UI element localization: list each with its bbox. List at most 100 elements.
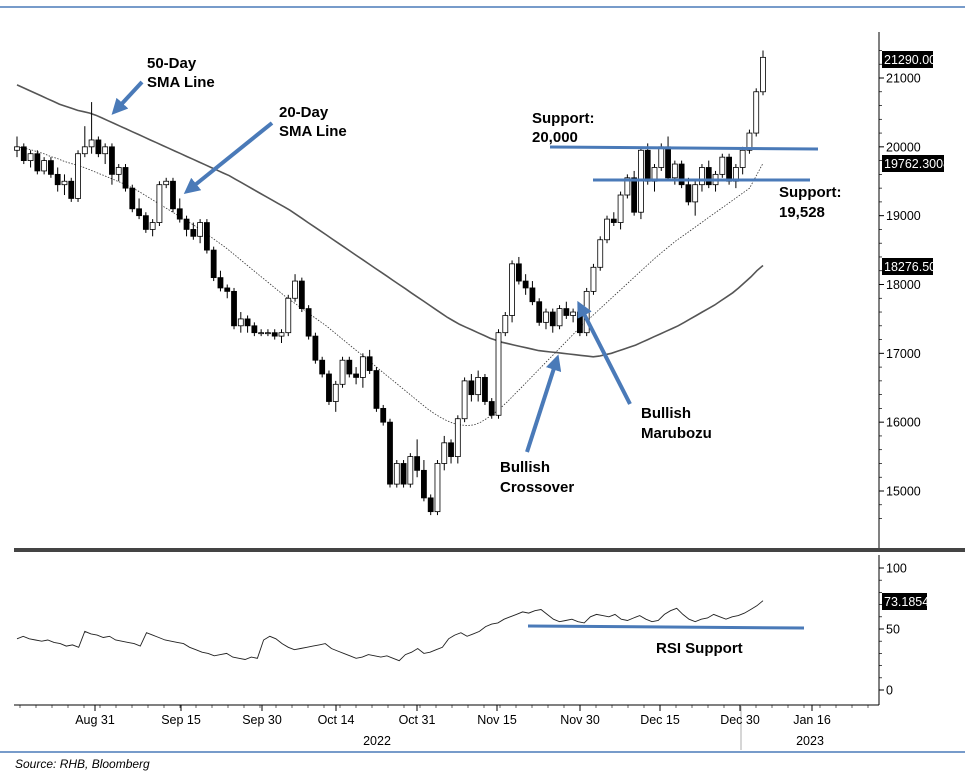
rsi-value-tag: 73.1854 bbox=[882, 593, 929, 610]
candle bbox=[197, 219, 204, 244]
candle bbox=[14, 136, 20, 158]
price-tick-label: 15000 bbox=[886, 485, 921, 499]
candle-body-up bbox=[149, 222, 156, 230]
x-tick-label: Dec 30 bbox=[720, 713, 760, 727]
candle-body-up bbox=[278, 332, 285, 337]
candle bbox=[366, 349, 373, 374]
rsi-ticks: 0 50 100 bbox=[879, 562, 907, 698]
candle bbox=[638, 146, 644, 220]
candle bbox=[732, 164, 739, 189]
candle-body-down bbox=[251, 325, 258, 334]
candle bbox=[570, 308, 577, 323]
candle-body-down bbox=[414, 456, 421, 471]
candle bbox=[332, 380, 339, 412]
support-top-label-line2: 20,000 bbox=[532, 129, 578, 146]
candle bbox=[495, 329, 502, 419]
candle-body-up bbox=[461, 380, 468, 420]
candle-body-down bbox=[319, 359, 326, 375]
candle-body-down bbox=[421, 469, 427, 499]
candle-body-up bbox=[407, 456, 414, 485]
candle bbox=[278, 329, 285, 344]
price-tick-label: 16000 bbox=[886, 416, 921, 430]
price-tick-label: 19000 bbox=[886, 209, 921, 223]
candle-body-up bbox=[502, 315, 509, 334]
sma50-line bbox=[16, 84, 764, 358]
candle bbox=[339, 356, 346, 388]
candle bbox=[515, 256, 522, 285]
candle bbox=[651, 164, 658, 192]
sma20-label-line2: SMA Line bbox=[279, 123, 347, 140]
candle bbox=[210, 246, 217, 282]
candle-body-down bbox=[529, 287, 536, 303]
candle-body-down bbox=[298, 280, 305, 309]
candle-body-down bbox=[142, 215, 149, 230]
candle bbox=[414, 439, 421, 478]
candle bbox=[665, 136, 671, 182]
candle-body-down bbox=[224, 287, 231, 292]
candle-body-down bbox=[353, 373, 359, 378]
candle bbox=[482, 373, 488, 405]
marubozu-label-line1: Bullish bbox=[641, 405, 691, 422]
candle-body-up bbox=[265, 332, 271, 335]
rsi-line bbox=[16, 600, 764, 662]
candle bbox=[54, 167, 61, 192]
candle-body-up bbox=[441, 442, 448, 464]
candle bbox=[224, 284, 231, 299]
pane-separator[interactable] bbox=[14, 548, 965, 552]
arrow-crossover bbox=[525, 354, 562, 453]
candle-body-down bbox=[549, 311, 556, 327]
candle bbox=[529, 281, 536, 306]
candle bbox=[244, 315, 251, 333]
candle-body-down bbox=[346, 359, 353, 375]
candle bbox=[27, 150, 34, 168]
candle bbox=[237, 312, 244, 333]
candle-body-up bbox=[75, 153, 81, 199]
support-line-20000 bbox=[549, 145, 819, 151]
candle-body-up bbox=[163, 180, 170, 186]
candle bbox=[400, 460, 407, 488]
candle bbox=[760, 50, 766, 96]
candle-body-down bbox=[427, 497, 434, 513]
candle bbox=[468, 373, 475, 402]
sma50-value-tag: 18276.50 bbox=[882, 258, 936, 275]
candle bbox=[373, 367, 380, 412]
candle-body-down bbox=[400, 463, 407, 485]
candle bbox=[136, 198, 142, 220]
candle bbox=[170, 177, 176, 213]
candle-body-up bbox=[671, 163, 678, 179]
candle-body-down bbox=[109, 146, 115, 175]
arrow-sma50 bbox=[111, 80, 144, 115]
candle bbox=[129, 184, 136, 213]
candle-body-down bbox=[726, 156, 732, 182]
candle bbox=[387, 418, 393, 488]
candle bbox=[102, 143, 109, 165]
candle-body-up bbox=[339, 359, 346, 385]
candle-body-down bbox=[20, 146, 27, 161]
price-tick-label: 20000 bbox=[886, 140, 921, 154]
candle bbox=[563, 301, 570, 319]
candle-body-down bbox=[366, 356, 373, 371]
candle bbox=[115, 164, 122, 182]
candle bbox=[441, 435, 448, 471]
candle bbox=[20, 143, 27, 165]
candle-body-up bbox=[88, 139, 95, 148]
candle-body-down bbox=[536, 301, 543, 323]
candle bbox=[617, 191, 624, 230]
candle bbox=[475, 370, 482, 402]
candle bbox=[421, 460, 427, 502]
candle bbox=[454, 415, 461, 464]
candle bbox=[61, 174, 68, 196]
candle bbox=[753, 88, 760, 137]
candle bbox=[122, 164, 129, 192]
candle-body-up bbox=[699, 167, 705, 186]
candle bbox=[81, 126, 88, 158]
candle bbox=[407, 453, 414, 488]
candle-body-down bbox=[312, 335, 319, 361]
candle bbox=[346, 356, 353, 378]
candle-body-down bbox=[271, 332, 278, 337]
candle bbox=[678, 160, 685, 189]
candle bbox=[353, 367, 359, 385]
candle bbox=[597, 236, 604, 271]
candle bbox=[590, 263, 597, 295]
candle bbox=[522, 274, 529, 295]
